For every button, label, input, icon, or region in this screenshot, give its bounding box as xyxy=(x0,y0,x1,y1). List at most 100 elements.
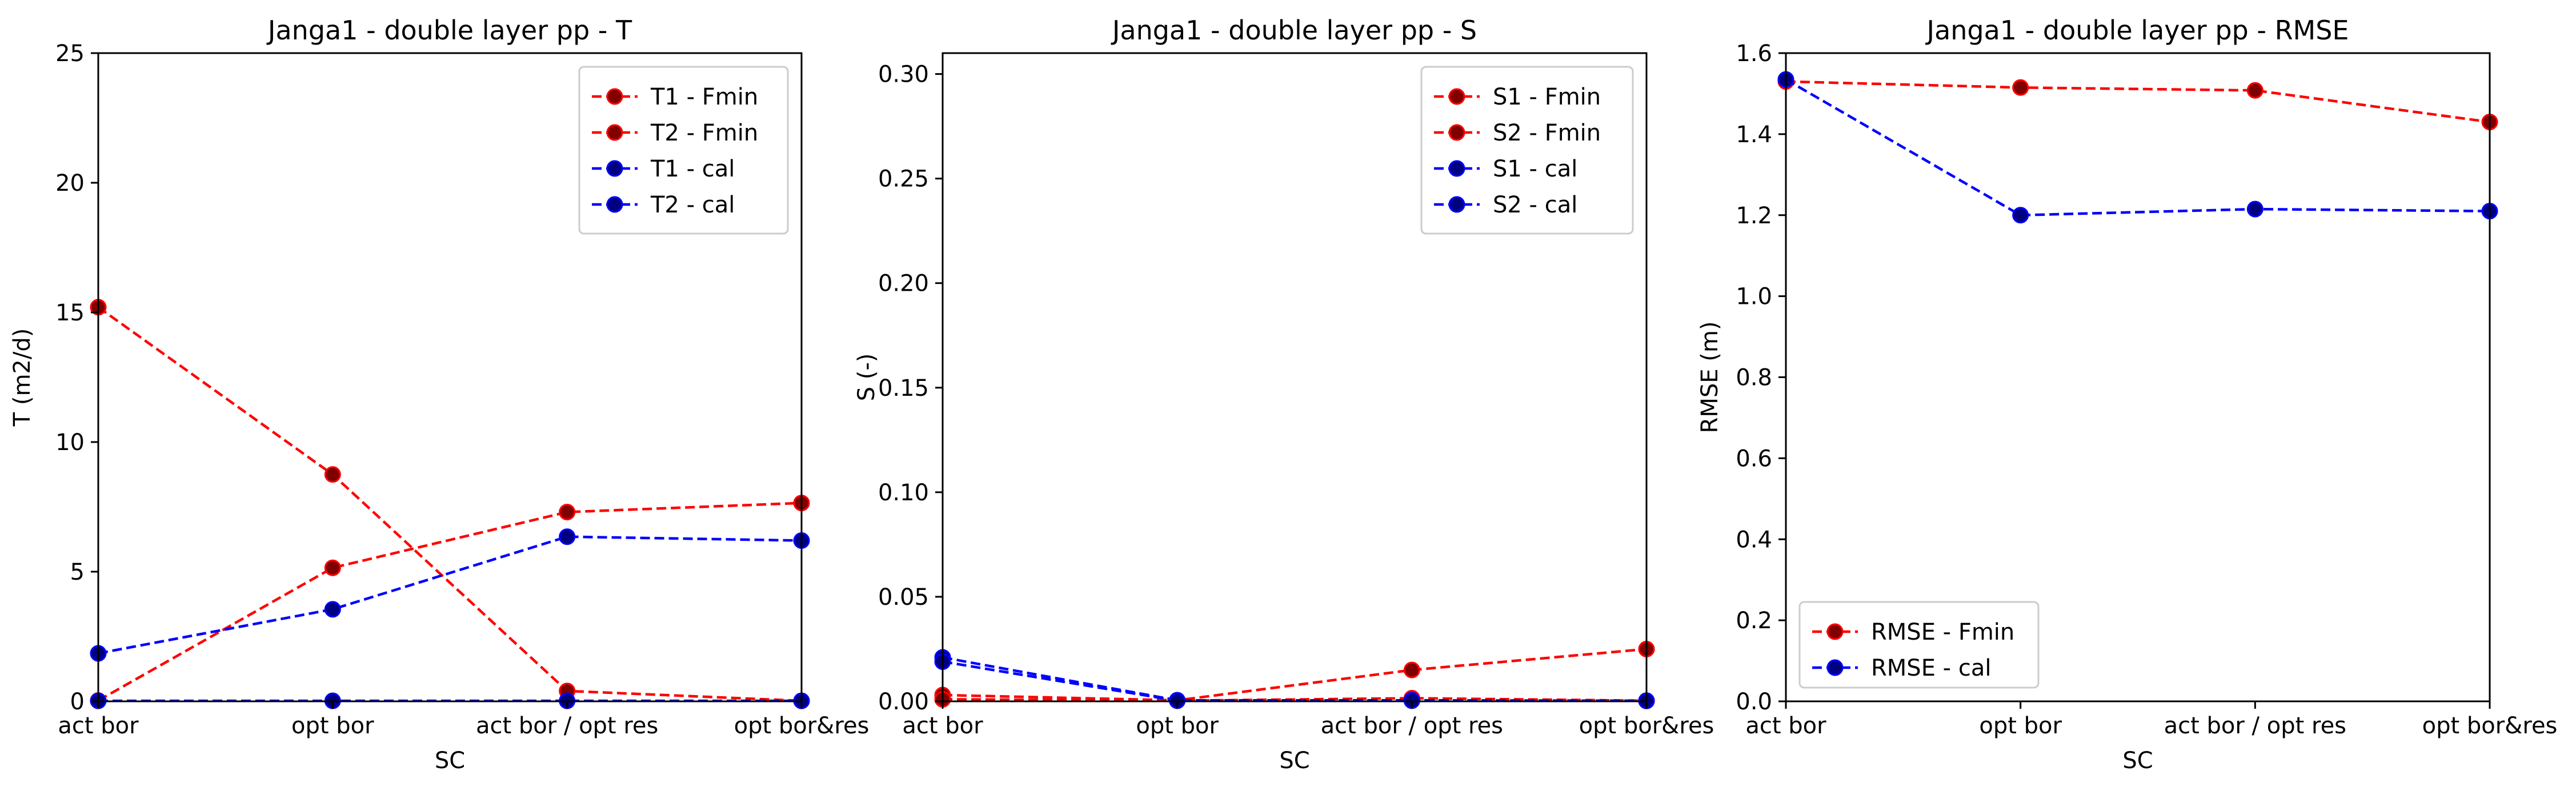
legend-entry: T2 - cal xyxy=(592,192,735,218)
legend-label: S1 - Fmin xyxy=(1493,84,1601,110)
legend-entry: RMSE - Fmin xyxy=(1812,619,2014,645)
y-tick-label: 0.05 xyxy=(878,584,929,611)
x-tick-label: act bor xyxy=(1745,713,1826,739)
legend-label: T2 - Fmin xyxy=(650,120,758,146)
y-tick-label: 1.6 xyxy=(1736,41,1772,67)
series-line xyxy=(97,501,802,702)
y-tick-label: 0.25 xyxy=(878,166,929,192)
y-tick-label: 1.2 xyxy=(1736,203,1772,229)
legend-label: T1 - Fmin xyxy=(650,84,758,110)
y-tick-label: 25 xyxy=(55,41,85,67)
chart-title: Janga1 - double layer pp - T xyxy=(266,15,632,46)
legend-label: RMSE - Fmin xyxy=(1871,619,2014,645)
x-tick-label: opt bor xyxy=(1979,713,2062,739)
chart-panel-3: 0.0 0.2 0.4 0.6 0.8 1.0 1.2 1.4 1.6 act bor opt bo… xyxy=(1697,15,2557,774)
x-tick-label: act bor / opt res xyxy=(476,713,658,739)
y-tick-label: 0.20 xyxy=(878,271,929,297)
data-point xyxy=(559,528,576,545)
legend-entry: T1 - cal xyxy=(592,156,735,182)
y-tick-label: 1.0 xyxy=(1736,284,1772,310)
series-line xyxy=(97,306,802,702)
legend-marker xyxy=(1448,124,1465,141)
series-line xyxy=(1785,80,2490,123)
data-point xyxy=(2246,82,2263,99)
data-point xyxy=(1403,661,1420,678)
legend-marker xyxy=(1448,196,1465,213)
y-tick-label: 0.6 xyxy=(1736,445,1772,472)
series-1 xyxy=(90,299,810,709)
y-tick-label: 0.15 xyxy=(878,375,929,401)
legend-box xyxy=(578,66,789,235)
chart-title: Janga1 - double layer pp - S xyxy=(1111,15,1477,46)
chart-title: Janga1 - double layer pp - RMSE xyxy=(1925,15,2349,46)
series-line xyxy=(98,535,802,655)
series-line xyxy=(1785,78,2490,217)
data-point xyxy=(2012,207,2029,224)
x-tick-label: opt bor xyxy=(1136,713,1219,739)
x-axis-label: SC xyxy=(2122,748,2153,774)
legend-entry: S1 - Fmin xyxy=(1434,84,1601,110)
series-line xyxy=(942,648,1647,702)
legend-label: T1 - cal xyxy=(650,156,735,182)
legend-box xyxy=(1798,601,2040,689)
x-tick-label: opt bor&res xyxy=(734,713,870,739)
y-tick-label: 0.4 xyxy=(1736,527,1772,553)
legend-box xyxy=(1420,66,1634,235)
y-axis-label: T (m2/d) xyxy=(9,328,35,427)
data-point xyxy=(324,466,341,483)
legend-marker xyxy=(606,88,623,105)
y-tick-label: 0.2 xyxy=(1736,608,1772,634)
legend-marker xyxy=(1826,623,1844,640)
legend-marker xyxy=(1826,659,1844,676)
legend: RMSE - Fmin RMSE - cal xyxy=(1798,601,2040,689)
axes-frame xyxy=(97,52,803,702)
series-2 xyxy=(90,495,810,709)
data-point xyxy=(559,504,576,521)
legend-entry: T1 - Fmin xyxy=(592,84,758,110)
y-tick-label: 0.10 xyxy=(878,480,929,506)
y-axis-label: RMSE (m) xyxy=(1697,322,1723,433)
x-tick-label: act bor xyxy=(58,713,139,739)
data-point xyxy=(324,559,341,576)
legend-marker xyxy=(606,124,623,141)
y-tick-label: 1.4 xyxy=(1736,122,1772,148)
x-tick-label: act bor xyxy=(902,713,983,739)
legend-entry: S2 - cal xyxy=(1434,192,1577,218)
y-axis-label: S (-) xyxy=(854,354,880,401)
y-tick-label: 0.8 xyxy=(1736,365,1772,391)
x-tick-label: opt bor xyxy=(291,713,374,739)
legend-marker xyxy=(1448,160,1465,177)
axes-frame xyxy=(942,52,1648,702)
series-line xyxy=(942,660,1647,702)
legend-label: S2 - Fmin xyxy=(1493,120,1601,146)
legend-entry: RMSE - cal xyxy=(1812,655,1991,681)
chart-panel-1: 0 5 10 15 20 25 act bor opt bor act bor / opt re… xyxy=(9,15,869,774)
legend-entry: T2 - Fmin xyxy=(592,120,758,146)
y-tick-label: 0.0 xyxy=(1736,689,1772,715)
y-tick-label: 15 xyxy=(55,300,85,326)
series-1 xyxy=(1777,73,2498,131)
y-tick-label: 0.00 xyxy=(878,689,929,715)
legend: T1 - Fmin T2 - Fmin T1 - cal T2 - cal xyxy=(578,66,789,235)
data-point xyxy=(2246,200,2263,218)
x-axis-label: SC xyxy=(1279,748,1309,774)
data-point xyxy=(324,601,341,618)
chart-panel-2: 0.00 0.05 0.10 0.15 0.20 0.25 0.30 act bor opt b… xyxy=(854,15,1714,774)
x-tick-label: act bor / opt res xyxy=(2164,713,2346,739)
y-tick-label: 0 xyxy=(70,689,85,715)
y-tick-label: 5 xyxy=(70,559,85,585)
legend-marker xyxy=(1448,88,1465,105)
x-tick-label: opt bor&res xyxy=(2422,713,2558,739)
series-3 xyxy=(90,528,810,662)
x-axis-label: SC xyxy=(435,748,465,774)
x-tick-label: opt bor&res xyxy=(1579,713,1714,739)
legend-label: RMSE - cal xyxy=(1871,655,1991,681)
y-tick-label: 10 xyxy=(55,429,85,456)
legend-label: S2 - cal xyxy=(1493,192,1577,218)
y-tick-label: 20 xyxy=(55,170,85,196)
y-tick-label: 0.30 xyxy=(878,62,929,88)
legend-label: T2 - cal xyxy=(650,192,735,218)
legend-entry: S2 - Fmin xyxy=(1434,120,1601,146)
data-point xyxy=(2012,79,2029,96)
